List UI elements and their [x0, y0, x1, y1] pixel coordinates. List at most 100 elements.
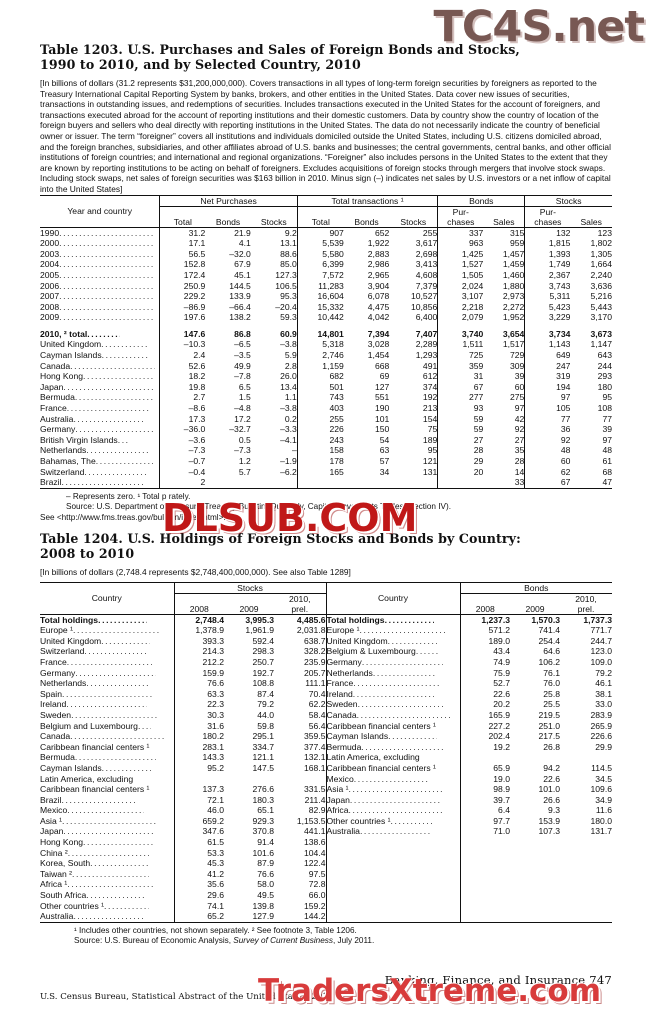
row-label: United Kingdom .........................…: [40, 635, 175, 647]
cell-value: 95: [602, 392, 612, 403]
cell-value: 643: [597, 350, 612, 361]
cell-value: 144.2: [274, 911, 327, 923]
cell-value: 374: [389, 381, 439, 393]
table-row: Netherlands ............................…: [40, 678, 612, 689]
leader-dots: ........................................: [59, 301, 153, 312]
table-row: South Africa ...........................…: [40, 890, 612, 901]
leader-dots: ........................................: [73, 413, 144, 424]
cell-value: 139.8: [252, 900, 274, 911]
cell-value: 907: [329, 227, 344, 238]
empty-cell: [510, 879, 560, 890]
cell-value: 97: [483, 403, 526, 414]
row-label: Taiwan ² ...............................…: [40, 868, 175, 880]
table-row: Belgium and Luxembourg .................…: [40, 720, 612, 732]
leader-dots: ........................................: [87, 328, 120, 339]
cell-value: –10.3: [183, 339, 206, 350]
row-label: France .................................…: [40, 403, 161, 414]
cell-value: 79.2: [595, 667, 612, 678]
cell-value: 33.0: [595, 699, 612, 710]
leader-dots: ........................................: [86, 445, 148, 456]
cell-value: 192.7: [252, 667, 274, 678]
table-1203-title-line2: 1990 to 2010, and by Selected Country, 2…: [40, 57, 361, 72]
cell-value: 41.2: [207, 868, 224, 879]
cell-value: 5,216: [590, 291, 612, 302]
cell-value: 315: [483, 227, 526, 239]
col-stocks-2008: 2008: [189, 603, 209, 614]
cell-value: 59: [473, 424, 484, 435]
table-row: Canada .................................…: [40, 360, 612, 372]
row-label: Canada .................................…: [40, 360, 161, 372]
cell-value: 7,379: [389, 280, 439, 292]
cell-value: 1,237.3: [481, 614, 510, 625]
empty-cell: [326, 911, 461, 923]
row-label: Cayman Islands .........................…: [40, 762, 175, 774]
col-tt-total: Total: [311, 216, 330, 227]
cell-value: [560, 752, 612, 763]
cell-value: 79.2: [257, 699, 274, 710]
cell-value: 226.6: [590, 731, 612, 742]
cell-value: 97: [602, 434, 612, 445]
cell-value: 38.1: [595, 688, 612, 699]
cell-value: 3,107: [461, 291, 484, 302]
cell-value: 168.1: [274, 762, 327, 774]
cell-value: 2,698: [389, 248, 439, 260]
cell-value: 265.9: [590, 720, 612, 731]
leader-dots: ........................................: [353, 773, 431, 784]
cell-value: 143.3: [202, 752, 224, 763]
cell-value: 144.5: [229, 280, 251, 291]
cell-value: 295.1: [252, 731, 274, 742]
cell-value: 638.7: [274, 635, 327, 647]
cell-value: 3,028: [367, 339, 390, 350]
cell-value: 1,159: [322, 360, 344, 371]
cell-value: 76.6: [207, 678, 224, 689]
cell-value: 28: [473, 445, 484, 456]
row-label: Canada .................................…: [326, 709, 461, 721]
cell-value: 197.6: [183, 312, 206, 323]
leader-dots: ........................................: [73, 911, 146, 922]
leader-dots: ........................................: [359, 625, 445, 636]
empty-cell: [326, 858, 461, 869]
row-label: Total holdings .........................…: [326, 614, 461, 626]
cell-value: 4,608: [389, 269, 439, 281]
cell-value: 7,572: [322, 269, 344, 280]
cell-value: 62.2: [274, 699, 327, 710]
cell-value: 17.2: [234, 413, 251, 424]
cell-value: 217.5: [538, 731, 560, 742]
cell-value: 2,973: [483, 291, 526, 302]
cell-value: 226: [329, 424, 344, 435]
row-label: Belgium and Luxembourg .................…: [40, 720, 175, 732]
cell-value: 213: [389, 403, 439, 414]
cell-value: 67: [473, 381, 484, 392]
cell-value: 34.5: [595, 773, 612, 784]
row-label: Cayman Islands .........................…: [326, 731, 461, 742]
cell-value: 106.2: [538, 656, 560, 667]
leader-dots: ........................................: [66, 699, 147, 710]
leader-dots: ........................................: [101, 635, 150, 646]
empty-cell: [510, 901, 560, 912]
cell-value: 153.9: [538, 815, 560, 826]
row-label: Australia ..............................…: [326, 826, 461, 838]
table-1204-title-line1: Table 1204. U.S. Holdings of Foreign Sto…: [40, 531, 521, 546]
cell-value: 27: [483, 434, 526, 446]
cell-value: 5,311: [549, 291, 571, 302]
table-1204-headnote: [In billions of dollars (2,748.4 represe…: [40, 567, 351, 577]
table-row: Netherlands ............................…: [40, 445, 612, 456]
table-1203-title-line1: Table 1203. U.S. Purchases and Sales of …: [40, 42, 520, 57]
row-label: Japan ..................................…: [40, 826, 175, 838]
cell-value: 20.2: [493, 699, 510, 710]
table-row: 2003 ...................................…: [40, 248, 612, 260]
cell-value: 359: [468, 360, 484, 371]
cell-value: 5,443: [590, 301, 612, 312]
cell-value: [510, 752, 560, 763]
cell-value: 63.3: [207, 688, 224, 699]
table-row: 2006 ...................................…: [40, 280, 612, 292]
cell-value: 403: [329, 403, 344, 414]
cell-value: 7,407: [389, 328, 439, 340]
cell-value: 16,604: [317, 291, 344, 302]
source-publication: Survey of Current Business: [233, 936, 333, 946]
cell-value: 165.9: [488, 709, 510, 720]
cell-value: 180.3: [252, 794, 274, 805]
leader-dots: ........................................: [359, 826, 432, 837]
leader-dots: ........................................: [72, 625, 159, 636]
empty-cell: [510, 837, 560, 848]
